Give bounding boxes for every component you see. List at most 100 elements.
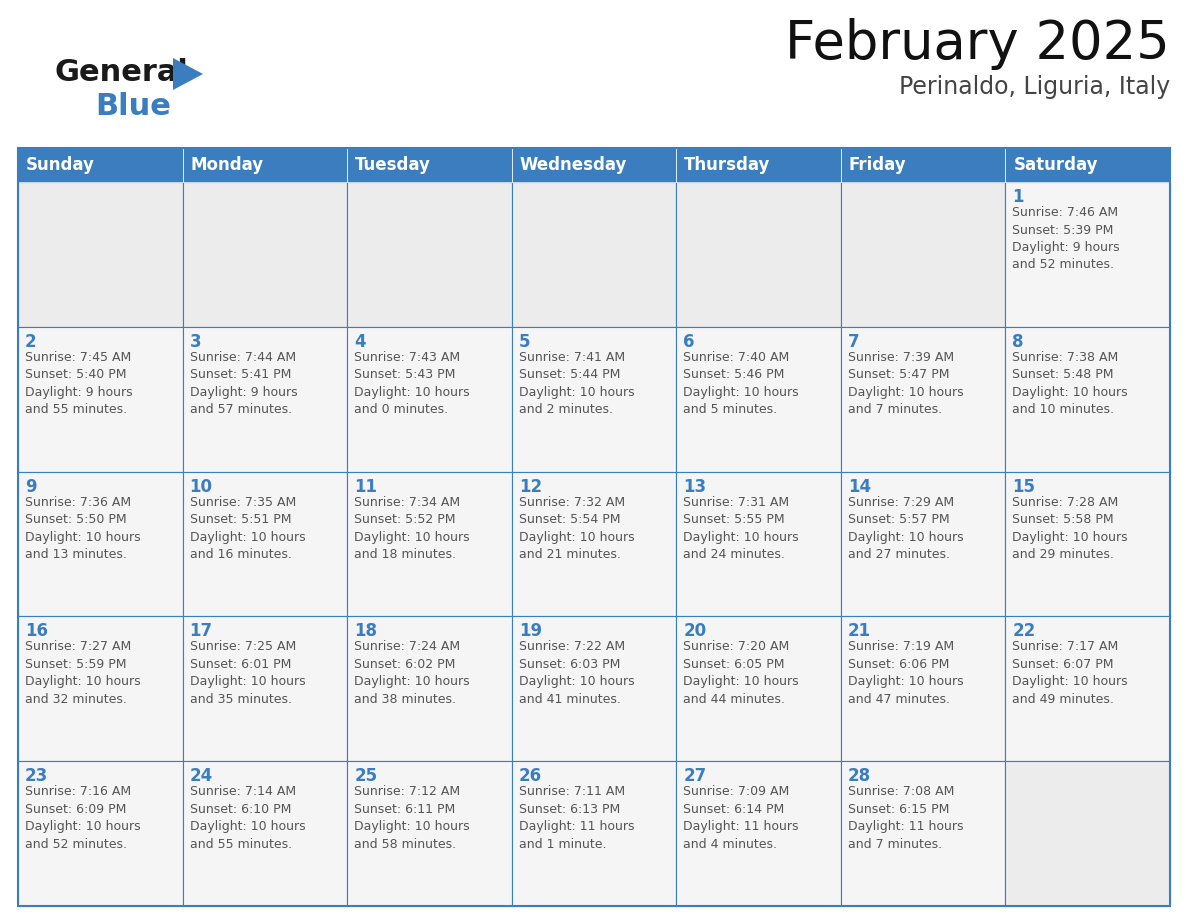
Text: Sunrise: 7:27 AM
Sunset: 5:59 PM
Daylight: 10 hours
and 32 minutes.: Sunrise: 7:27 AM Sunset: 5:59 PM Dayligh…: [25, 641, 140, 706]
Text: 17: 17: [190, 622, 213, 641]
Bar: [676, 182, 841, 327]
Text: 8: 8: [1012, 333, 1024, 351]
Bar: [676, 472, 841, 616]
Text: 2: 2: [25, 333, 37, 351]
Text: 11: 11: [354, 477, 377, 496]
Text: Sunrise: 7:39 AM
Sunset: 5:47 PM
Daylight: 10 hours
and 7 minutes.: Sunrise: 7:39 AM Sunset: 5:47 PM Dayligh…: [848, 351, 963, 416]
Text: Sunrise: 7:17 AM
Sunset: 6:07 PM
Daylight: 10 hours
and 49 minutes.: Sunrise: 7:17 AM Sunset: 6:07 PM Dayligh…: [1012, 641, 1129, 706]
Bar: [347, 761, 512, 906]
Text: Wednesday: Wednesday: [519, 156, 627, 174]
Text: Sunrise: 7:45 AM
Sunset: 5:40 PM
Daylight: 9 hours
and 55 minutes.: Sunrise: 7:45 AM Sunset: 5:40 PM Dayligh…: [25, 351, 133, 416]
Text: Sunrise: 7:28 AM
Sunset: 5:58 PM
Daylight: 10 hours
and 29 minutes.: Sunrise: 7:28 AM Sunset: 5:58 PM Dayligh…: [1012, 496, 1129, 561]
Text: Sunrise: 7:41 AM
Sunset: 5:44 PM
Daylight: 10 hours
and 2 minutes.: Sunrise: 7:41 AM Sunset: 5:44 PM Dayligh…: [519, 351, 634, 416]
Bar: [18, 761, 183, 906]
Text: Sunday: Sunday: [26, 156, 95, 174]
Text: 9: 9: [25, 477, 37, 496]
Bar: [183, 616, 347, 761]
Bar: [841, 616, 1005, 761]
Text: Sunrise: 7:19 AM
Sunset: 6:06 PM
Daylight: 10 hours
and 47 minutes.: Sunrise: 7:19 AM Sunset: 6:06 PM Dayligh…: [848, 641, 963, 706]
Bar: [18, 327, 183, 472]
Text: 6: 6: [683, 333, 695, 351]
Bar: [18, 182, 183, 327]
Bar: [841, 182, 1005, 327]
Text: Sunrise: 7:29 AM
Sunset: 5:57 PM
Daylight: 10 hours
and 27 minutes.: Sunrise: 7:29 AM Sunset: 5:57 PM Dayligh…: [848, 496, 963, 561]
Text: 5: 5: [519, 333, 530, 351]
Text: Monday: Monday: [190, 156, 264, 174]
Text: 14: 14: [848, 477, 871, 496]
Text: 3: 3: [190, 333, 201, 351]
Text: Sunrise: 7:24 AM
Sunset: 6:02 PM
Daylight: 10 hours
and 38 minutes.: Sunrise: 7:24 AM Sunset: 6:02 PM Dayligh…: [354, 641, 469, 706]
Text: 18: 18: [354, 622, 377, 641]
Text: Sunrise: 7:36 AM
Sunset: 5:50 PM
Daylight: 10 hours
and 13 minutes.: Sunrise: 7:36 AM Sunset: 5:50 PM Dayligh…: [25, 496, 140, 561]
Text: Sunrise: 7:34 AM
Sunset: 5:52 PM
Daylight: 10 hours
and 18 minutes.: Sunrise: 7:34 AM Sunset: 5:52 PM Dayligh…: [354, 496, 469, 561]
Text: 26: 26: [519, 767, 542, 785]
Polygon shape: [173, 58, 203, 90]
Text: 15: 15: [1012, 477, 1036, 496]
Text: Sunrise: 7:38 AM
Sunset: 5:48 PM
Daylight: 10 hours
and 10 minutes.: Sunrise: 7:38 AM Sunset: 5:48 PM Dayligh…: [1012, 351, 1129, 416]
Bar: [183, 182, 347, 327]
Bar: [18, 472, 183, 616]
Bar: [841, 472, 1005, 616]
Bar: [183, 472, 347, 616]
Bar: [183, 761, 347, 906]
Text: Sunrise: 7:09 AM
Sunset: 6:14 PM
Daylight: 11 hours
and 4 minutes.: Sunrise: 7:09 AM Sunset: 6:14 PM Dayligh…: [683, 785, 798, 851]
Text: 13: 13: [683, 477, 707, 496]
Text: 25: 25: [354, 767, 378, 785]
Text: Sunrise: 7:32 AM
Sunset: 5:54 PM
Daylight: 10 hours
and 21 minutes.: Sunrise: 7:32 AM Sunset: 5:54 PM Dayligh…: [519, 496, 634, 561]
Bar: [1005, 761, 1170, 906]
Bar: [676, 148, 841, 182]
Text: 24: 24: [190, 767, 213, 785]
Text: Sunrise: 7:12 AM
Sunset: 6:11 PM
Daylight: 10 hours
and 58 minutes.: Sunrise: 7:12 AM Sunset: 6:11 PM Dayligh…: [354, 785, 469, 851]
Text: February 2025: February 2025: [785, 18, 1170, 70]
Text: 22: 22: [1012, 622, 1036, 641]
Text: Sunrise: 7:14 AM
Sunset: 6:10 PM
Daylight: 10 hours
and 55 minutes.: Sunrise: 7:14 AM Sunset: 6:10 PM Dayligh…: [190, 785, 305, 851]
Text: 21: 21: [848, 622, 871, 641]
Text: 20: 20: [683, 622, 707, 641]
Bar: [347, 616, 512, 761]
Text: Sunrise: 7:40 AM
Sunset: 5:46 PM
Daylight: 10 hours
and 5 minutes.: Sunrise: 7:40 AM Sunset: 5:46 PM Dayligh…: [683, 351, 798, 416]
Bar: [347, 182, 512, 327]
Text: Blue: Blue: [95, 92, 171, 121]
Text: Sunrise: 7:08 AM
Sunset: 6:15 PM
Daylight: 11 hours
and 7 minutes.: Sunrise: 7:08 AM Sunset: 6:15 PM Dayligh…: [848, 785, 963, 851]
Text: 4: 4: [354, 333, 366, 351]
Bar: [512, 616, 676, 761]
Text: Sunrise: 7:35 AM
Sunset: 5:51 PM
Daylight: 10 hours
and 16 minutes.: Sunrise: 7:35 AM Sunset: 5:51 PM Dayligh…: [190, 496, 305, 561]
Text: 7: 7: [848, 333, 859, 351]
Text: Sunrise: 7:11 AM
Sunset: 6:13 PM
Daylight: 11 hours
and 1 minute.: Sunrise: 7:11 AM Sunset: 6:13 PM Dayligh…: [519, 785, 634, 851]
Text: 10: 10: [190, 477, 213, 496]
Text: 1: 1: [1012, 188, 1024, 206]
Text: 19: 19: [519, 622, 542, 641]
Bar: [347, 327, 512, 472]
Text: Saturday: Saturday: [1013, 156, 1098, 174]
Bar: [512, 148, 676, 182]
Bar: [347, 148, 512, 182]
Text: 16: 16: [25, 622, 48, 641]
Text: Sunrise: 7:43 AM
Sunset: 5:43 PM
Daylight: 10 hours
and 0 minutes.: Sunrise: 7:43 AM Sunset: 5:43 PM Dayligh…: [354, 351, 469, 416]
Bar: [512, 182, 676, 327]
Text: Sunrise: 7:25 AM
Sunset: 6:01 PM
Daylight: 10 hours
and 35 minutes.: Sunrise: 7:25 AM Sunset: 6:01 PM Dayligh…: [190, 641, 305, 706]
Bar: [1005, 472, 1170, 616]
Bar: [841, 327, 1005, 472]
Text: Thursday: Thursday: [684, 156, 771, 174]
Text: Sunrise: 7:46 AM
Sunset: 5:39 PM
Daylight: 9 hours
and 52 minutes.: Sunrise: 7:46 AM Sunset: 5:39 PM Dayligh…: [1012, 206, 1120, 272]
Bar: [183, 148, 347, 182]
Bar: [512, 761, 676, 906]
Text: Sunrise: 7:44 AM
Sunset: 5:41 PM
Daylight: 9 hours
and 57 minutes.: Sunrise: 7:44 AM Sunset: 5:41 PM Dayligh…: [190, 351, 297, 416]
Text: Sunrise: 7:22 AM
Sunset: 6:03 PM
Daylight: 10 hours
and 41 minutes.: Sunrise: 7:22 AM Sunset: 6:03 PM Dayligh…: [519, 641, 634, 706]
Text: General: General: [55, 58, 189, 87]
Bar: [347, 472, 512, 616]
Text: Tuesday: Tuesday: [355, 156, 431, 174]
Text: Sunrise: 7:16 AM
Sunset: 6:09 PM
Daylight: 10 hours
and 52 minutes.: Sunrise: 7:16 AM Sunset: 6:09 PM Dayligh…: [25, 785, 140, 851]
Text: 12: 12: [519, 477, 542, 496]
Bar: [841, 148, 1005, 182]
Bar: [18, 148, 183, 182]
Bar: [183, 327, 347, 472]
Bar: [1005, 182, 1170, 327]
Bar: [1005, 148, 1170, 182]
Bar: [676, 761, 841, 906]
Bar: [18, 148, 1170, 906]
Text: Perinaldo, Liguria, Italy: Perinaldo, Liguria, Italy: [899, 75, 1170, 99]
Text: Sunrise: 7:31 AM
Sunset: 5:55 PM
Daylight: 10 hours
and 24 minutes.: Sunrise: 7:31 AM Sunset: 5:55 PM Dayligh…: [683, 496, 798, 561]
Bar: [512, 327, 676, 472]
Bar: [676, 327, 841, 472]
